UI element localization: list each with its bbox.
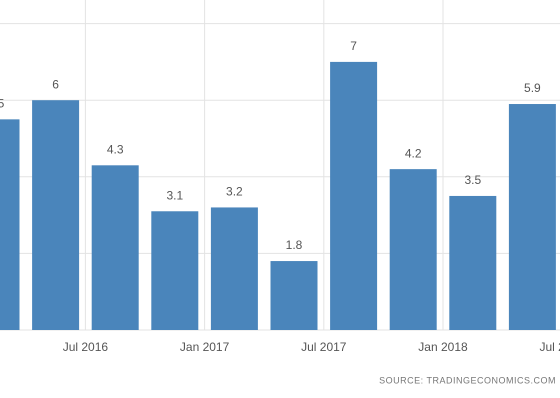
bar [91, 165, 139, 330]
bar [270, 261, 318, 330]
x-tick-label: Jan 2018 [418, 340, 468, 354]
bar [32, 100, 80, 330]
data-label: 4.3 [107, 142, 124, 156]
source-note: SOURCE: TRADINGECONOMICS.COM [379, 375, 556, 385]
data-label: 7 [350, 39, 357, 53]
bar [210, 207, 258, 330]
bar [449, 195, 497, 330]
bar [389, 169, 437, 330]
x-tick-label: Jul 2018 [540, 340, 560, 354]
x-tick-label: Jan 2017 [180, 340, 230, 354]
bar [0, 119, 20, 330]
x-tick-label: Jul 2016 [63, 340, 109, 354]
bar [151, 211, 199, 330]
data-label: 3.2 [226, 185, 243, 199]
data-label: 1.8 [286, 238, 303, 252]
x-tick-label: Jul 2017 [301, 340, 347, 354]
bar [508, 104, 556, 330]
bar [330, 61, 378, 331]
data-label: 6 [52, 77, 59, 91]
data-label: 5.9 [524, 81, 541, 95]
data-label: 3.1 [166, 188, 183, 202]
data-label: 5.5 [0, 97, 5, 111]
data-label: 4.2 [405, 146, 422, 160]
data-label: 3.5 [464, 173, 481, 187]
